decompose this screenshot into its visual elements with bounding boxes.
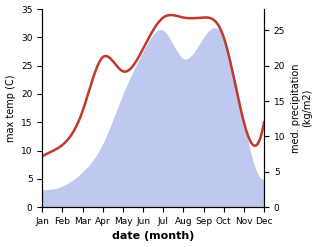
Y-axis label: med. precipitation
(kg/m2): med. precipitation (kg/m2): [291, 63, 313, 153]
X-axis label: date (month): date (month): [112, 231, 194, 242]
Y-axis label: max temp (C): max temp (C): [5, 74, 16, 142]
